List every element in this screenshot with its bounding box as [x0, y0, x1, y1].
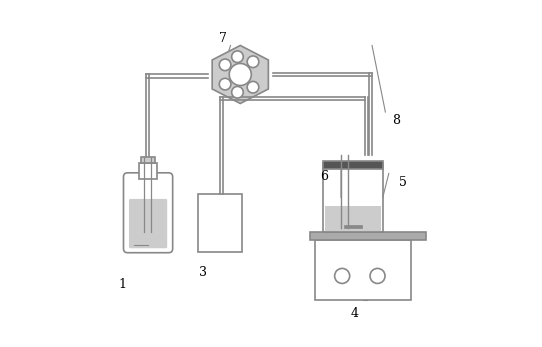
Bar: [139, 163, 157, 179]
Circle shape: [220, 59, 231, 71]
Text: 4: 4: [351, 307, 359, 320]
Text: 6: 6: [320, 170, 328, 184]
Bar: [325, 205, 381, 231]
Circle shape: [229, 64, 251, 85]
Circle shape: [231, 51, 243, 62]
Circle shape: [334, 269, 350, 283]
Circle shape: [231, 86, 243, 98]
Circle shape: [247, 82, 259, 93]
FancyBboxPatch shape: [129, 199, 167, 248]
Circle shape: [370, 269, 385, 283]
Bar: [315, 240, 411, 300]
Text: 7: 7: [220, 32, 227, 45]
Circle shape: [247, 56, 259, 68]
Circle shape: [220, 78, 231, 90]
Bar: [323, 163, 383, 231]
Bar: [310, 231, 427, 240]
Text: 3: 3: [199, 266, 207, 279]
Bar: [141, 157, 156, 163]
Bar: [323, 161, 383, 169]
Bar: [198, 194, 242, 252]
Polygon shape: [212, 45, 268, 103]
Text: 1: 1: [119, 278, 126, 291]
Text: 8: 8: [392, 114, 399, 127]
Bar: [344, 225, 362, 228]
Text: 5: 5: [398, 176, 406, 188]
